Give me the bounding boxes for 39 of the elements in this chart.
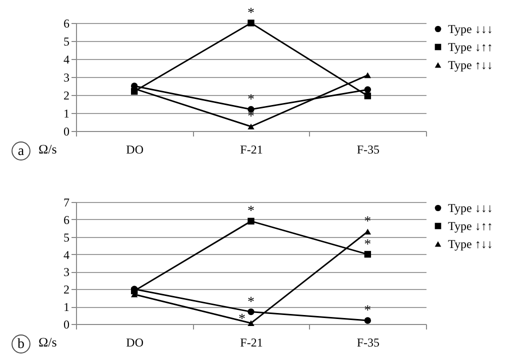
annotation: * — [248, 6, 254, 21]
y-tick-label: 0 — [64, 318, 70, 332]
y-tick-label: 2 — [64, 282, 70, 297]
legend-label: Type ↓↓↓ — [448, 22, 493, 36]
x-tick-label: DO — [126, 336, 144, 350]
legend-label: Type ↑↓↓ — [448, 58, 493, 72]
y-tick-label: 3 — [64, 265, 70, 280]
annotation: * — [248, 204, 254, 220]
annotation: * — [364, 304, 372, 319]
x-tick-label: F-35 — [356, 142, 380, 156]
annotation: * — [364, 214, 372, 230]
y-tick-label: 6 — [64, 212, 70, 227]
x-tick-label: F-35 — [356, 336, 380, 350]
legend-label: Type ↑↓↓ — [448, 237, 493, 251]
y-tick-label: 3 — [64, 70, 70, 84]
legend-label: Type ↓↓↓ — [448, 201, 493, 215]
y-tick-label: 4 — [64, 52, 70, 66]
x-tick-label: F-21 — [240, 142, 263, 156]
y-tick-label: 5 — [64, 34, 70, 48]
y-tick-label: 1 — [64, 106, 70, 120]
y-tick-label: 0 — [64, 124, 70, 138]
y-tick-label: 2 — [64, 88, 70, 102]
y-tick-label: 4 — [64, 248, 70, 262]
annotation: * — [248, 294, 254, 310]
y-axis-title: Ω/s — [38, 142, 57, 156]
y-tick-label: 6 — [64, 16, 70, 30]
annotation: * — [364, 237, 372, 252]
x-tick-label: DO — [126, 142, 144, 156]
y-axis-title: Ω/s — [38, 334, 57, 350]
y-tick-label: 7 — [64, 196, 70, 210]
text: b — [18, 337, 24, 352]
x-tick-label: F-21 — [240, 336, 263, 350]
text: a — [18, 144, 25, 159]
annotation: * — [238, 312, 246, 328]
annotation: * — [248, 92, 254, 108]
legend-label: Type ↓↑↑ — [448, 219, 493, 233]
legend-label: Type ↓↑↑ — [448, 40, 493, 54]
y-tick-label: 1 — [64, 300, 70, 314]
y-tick-label: 5 — [64, 230, 70, 244]
